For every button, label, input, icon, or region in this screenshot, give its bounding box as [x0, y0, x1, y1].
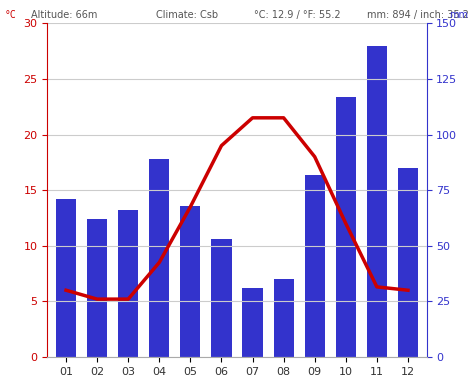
Text: mm: 894 / inch: 35.2: mm: 894 / inch: 35.2	[367, 10, 469, 20]
Bar	[211, 239, 232, 357]
Bar	[305, 175, 325, 357]
Bar	[56, 199, 76, 357]
Text: °C: °C	[5, 10, 17, 20]
Text: Climate: Csb: Climate: Csb	[156, 10, 219, 20]
Text: Altitude: 66m: Altitude: 66m	[31, 10, 97, 20]
Bar	[398, 168, 418, 357]
Text: °C: 12.9 / °F: 55.2: °C: 12.9 / °F: 55.2	[254, 10, 340, 20]
Bar	[336, 97, 356, 357]
Bar	[367, 45, 387, 357]
Bar	[118, 210, 138, 357]
Bar	[149, 159, 169, 357]
Bar	[273, 279, 294, 357]
Bar	[242, 288, 263, 357]
Bar	[180, 206, 201, 357]
Bar	[87, 219, 107, 357]
Text: mm: mm	[449, 10, 468, 20]
